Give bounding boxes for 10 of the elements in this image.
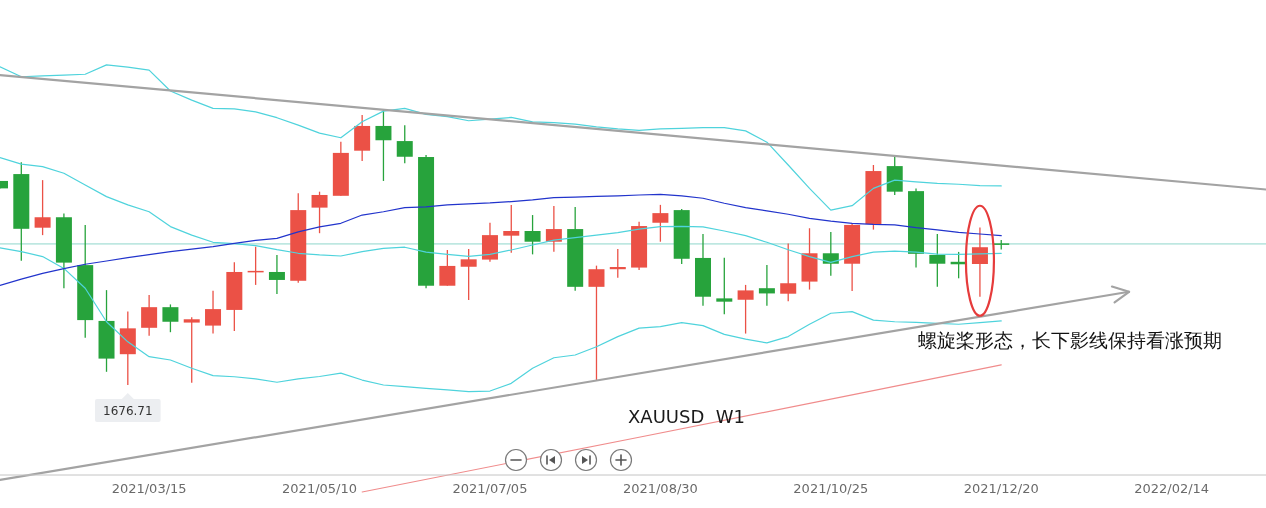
x-tick-label: 2021/08/30	[622, 481, 698, 496]
x-tick-label: 2021/03/15	[111, 481, 187, 496]
title: XAUUSD W1	[628, 406, 745, 427]
x-tick-label: 2021/12/20	[963, 481, 1039, 496]
annotation: 螺旋桨形态，长下影线保持看涨预期	[917, 328, 1222, 351]
annotation: 1676.71	[103, 404, 153, 418]
x-tick-label: 2021/10/25	[793, 481, 869, 496]
x-tick-label: 2021/05/10	[282, 481, 358, 496]
x-tick-label: 2022/02/14	[1134, 481, 1210, 496]
x-tick-label: 2021/07/05	[452, 481, 528, 496]
